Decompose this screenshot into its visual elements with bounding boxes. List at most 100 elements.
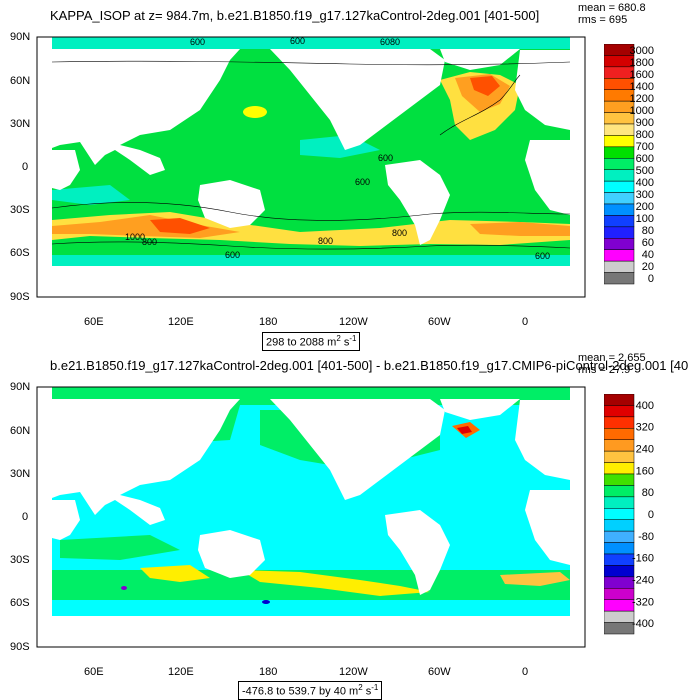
panel1-lat-0: 0 [22,161,29,173]
colorbar-swatch [603,576,635,589]
panel2-land [52,399,570,647]
colorbar-label: 600 [636,153,654,165]
panel1-lat-90n: 90N [10,31,31,43]
colorbar-swatch [603,135,635,148]
colorbar-swatch [603,158,635,170]
colorbar-swatch [603,462,635,475]
colorbar-label: -400 [632,618,654,630]
colorbar-swatch [603,428,635,440]
colorbar-swatch [603,622,635,635]
colorbar-swatch [603,123,635,136]
colorbar-label: 400 [636,400,654,412]
panel2-lon-60e: 60E [84,666,104,678]
colorbar-swatch [603,530,635,543]
panel2-lon-60w: 60W [428,666,451,678]
panel1-frame [36,36,586,298]
colorbar-label: 1400 [630,81,654,93]
panel2-lon-120e: 120E [168,666,194,678]
contour-label: 800 [142,237,157,247]
panel2-range-text: -476.8 to 539.7 by 40 m [242,685,359,698]
colorbar-label: 320 [636,422,654,434]
panel2-lon-180: 180 [259,666,278,678]
colorbar-label: 160 [636,465,654,477]
colorbar-label: 800 [636,129,654,141]
colorbar-swatch [603,203,635,216]
panel1-lat-90s: 90S [10,291,30,303]
colorbar-label: 3000 [630,45,654,57]
colorbar-label: 100 [636,213,654,225]
panel1-lat-30s: 30S [10,204,30,216]
colorbar-label: 1600 [630,69,654,81]
panel1-title: KAPPA_ISOP at z= 984.7m, b.e21.B1850.f19… [50,8,540,23]
colorbar-swatch [603,393,635,406]
panel1-colorbar: 3000 1800 1600 1400 1200 1000 900 800 700 600 500 4… [603,43,694,299]
colorbar-label: 500 [636,165,654,177]
colorbar-label: 1800 [630,57,654,69]
panel2-title: b.e21.B1850.f19_g17.127kaControl-2deg.00… [50,358,689,373]
colorbar-swatch [603,496,635,509]
panel2-lat-60n: 60N [10,425,31,437]
contour-label: 6080 [380,37,400,47]
contour-label: 600 [190,37,205,47]
colorbar-label: 900 [636,117,654,129]
panel1-lat-30n: 30N [10,118,31,130]
colorbar-label: 60 [642,237,654,249]
colorbar-swatch [603,192,635,205]
contour-label: 1000 [125,232,145,242]
panel1-contour-labels: 600 600 6080 600 600 1000 800 800 800 60… [125,36,550,261]
panel2-lon-0: 0 [522,666,529,678]
panel1-land [52,49,570,297]
panel1-lon-120e: 120E [168,316,194,328]
panel1-range-sup2: -1 [349,334,357,343]
contour-label: 800 [318,236,333,246]
panel2-lat-30s: 30S [10,554,30,566]
panel2-lon-120w: 120W [339,666,368,678]
colorbar-swatch [603,405,635,418]
colorbar-label: 80 [642,225,654,237]
panel1-lon-120w: 120W [339,316,368,328]
panel2-rms: rms = 27.9 [578,364,631,376]
colorbar-swatch [603,450,635,463]
panel1-contours [51,60,571,250]
colorbar-label: -80 [638,531,654,543]
colorbar-swatch [603,260,635,273]
contour-label: 800 [392,228,407,238]
panel1-colorbar-svg: 3000180016001400120010009008007006005004… [603,43,654,285]
colorbar-label: 40 [642,249,654,261]
colorbar-label: -160 [632,553,654,565]
panel2-range-sup2: -1 [371,683,379,692]
panel1-range-text: 298 to 2088 m [266,336,337,349]
contour-label: 600 [355,177,370,187]
colorbar-label: 400 [636,177,654,189]
colorbar-label: 0 [648,273,654,285]
panel2-range-unit: s [362,685,372,698]
panel1-lon-0: 0 [522,316,529,328]
colorbar-swatch [603,542,635,555]
panel1-lat-60n: 60N [10,75,31,87]
panel2-lat-0: 0 [22,511,29,523]
panel1-lon-180: 180 [259,316,278,328]
colorbar-label: -240 [632,574,654,586]
colorbar-swatch [603,439,635,452]
colorbar-swatch [603,169,635,182]
colorbar-label: 80 [642,487,654,499]
panel1-range-sup: 2 [336,334,341,343]
colorbar-swatch [603,146,635,159]
contour-label: 600 [378,153,393,163]
panel2-colorbar-svg: 400 320 240 160 80 0 -80 -160 -240 -320 -400 [603,393,654,635]
colorbar-label: 200 [636,201,654,213]
panel2-lat-90n: 90N [10,381,31,393]
colorbar-label: 1000 [630,105,654,117]
colorbar-swatch [603,238,635,250]
colorbar-swatch [603,508,635,520]
colorbar-label: 1200 [630,93,654,105]
colorbar-swatch [603,519,635,532]
colorbar-swatch [603,599,635,612]
panel1-rms: rms = 695 [578,14,628,26]
colorbar-swatch [603,180,635,193]
colorbar-swatch [603,553,635,566]
panel1-lat-60s: 60S [10,247,30,259]
contour-label: 600 [290,36,305,46]
colorbar-swatch [603,473,635,486]
colorbar-label: 0 [648,509,654,521]
